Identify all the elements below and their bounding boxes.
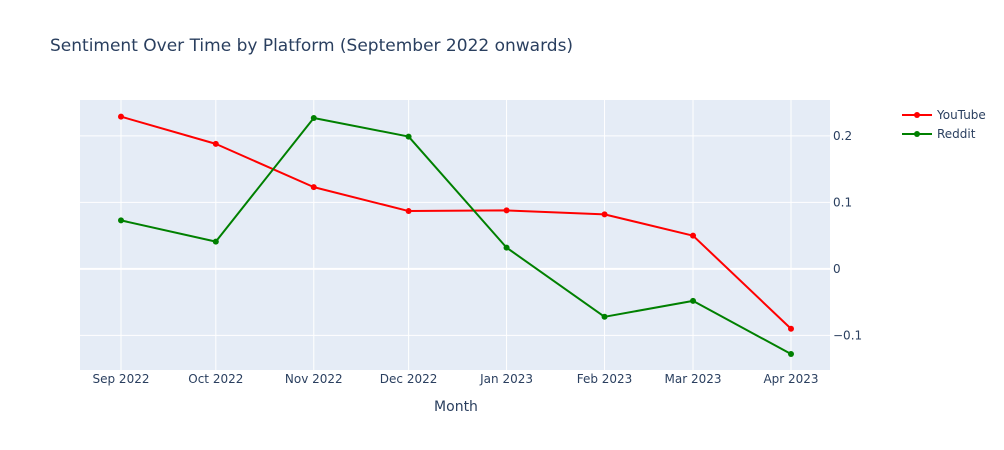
y-tick-label: 0 bbox=[833, 262, 841, 276]
youtube-point bbox=[405, 208, 412, 215]
x-axis-ticks: Sep 2022 Oct 2022 Nov 2022 Dec 2022 Jan 2023… bbox=[93, 372, 819, 386]
youtube-point bbox=[310, 184, 317, 191]
series-youtube bbox=[118, 113, 794, 332]
reddit-point bbox=[601, 313, 608, 320]
youtube-line bbox=[120, 115, 792, 330]
legend-marker-icon bbox=[914, 131, 920, 137]
youtube-point bbox=[788, 325, 794, 332]
youtube-point bbox=[118, 113, 124, 120]
x-tick-label: Nov 2022 bbox=[285, 372, 343, 386]
x-tick-label: Apr 2023 bbox=[763, 372, 818, 386]
x-tick-label: Dec 2022 bbox=[380, 372, 438, 386]
y-tick-label: −0.1 bbox=[833, 328, 862, 342]
youtube-point bbox=[503, 207, 510, 214]
reddit-point bbox=[310, 114, 317, 121]
youtube-point bbox=[212, 140, 219, 147]
x-tick-label: Sep 2022 bbox=[93, 372, 150, 386]
reddit-line bbox=[120, 116, 792, 355]
reddit-point bbox=[405, 133, 412, 140]
legend[interactable]: YouTube Reddit bbox=[902, 108, 986, 141]
x-tick-label: Feb 2023 bbox=[577, 372, 633, 386]
y-axis-ticks: −0.1 0 0.1 0.2 bbox=[833, 129, 862, 343]
youtube-point bbox=[690, 232, 697, 239]
x-tick-label: Mar 2023 bbox=[665, 372, 722, 386]
legend-item-youtube[interactable]: YouTube bbox=[902, 108, 986, 122]
grid bbox=[80, 100, 830, 370]
reddit-point bbox=[690, 297, 697, 304]
y-tick-label: 0.2 bbox=[833, 129, 852, 143]
youtube-point bbox=[601, 211, 608, 218]
legend-item-reddit[interactable]: Reddit bbox=[902, 127, 976, 141]
reddit-point bbox=[118, 217, 124, 224]
reddit-point bbox=[503, 244, 510, 251]
series-reddit bbox=[118, 114, 794, 358]
plot-area bbox=[80, 100, 830, 370]
y-tick-label: 0.1 bbox=[833, 195, 852, 209]
legend-marker-icon bbox=[914, 112, 920, 118]
x-tick-label: Jan 2023 bbox=[479, 372, 533, 386]
series-group bbox=[118, 113, 794, 358]
chart-title: Sentiment Over Time by Platform (Septemb… bbox=[50, 36, 573, 56]
legend-label: YouTube bbox=[936, 108, 986, 122]
legend-label: Reddit bbox=[937, 127, 976, 141]
reddit-point bbox=[788, 351, 794, 358]
x-axis-title: Month bbox=[434, 399, 478, 415]
x-tick-label: Oct 2022 bbox=[188, 372, 243, 386]
reddit-point bbox=[212, 238, 219, 245]
